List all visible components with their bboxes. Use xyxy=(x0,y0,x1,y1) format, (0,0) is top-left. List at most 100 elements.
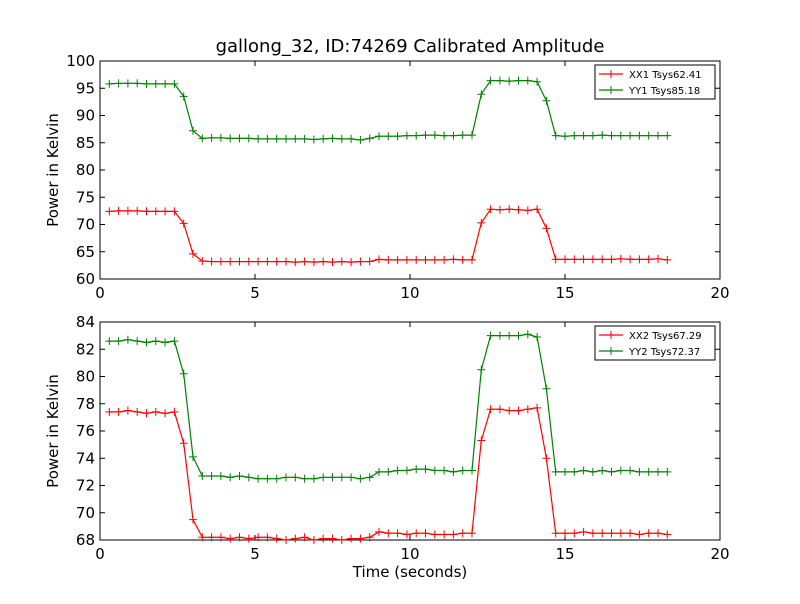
data-point-marker xyxy=(207,533,216,542)
data-point-marker xyxy=(105,207,114,216)
data-point-marker xyxy=(319,257,328,266)
data-point-marker xyxy=(282,134,290,143)
data-point-marker xyxy=(170,407,179,416)
data-point-marker xyxy=(458,529,467,538)
data-point-marker xyxy=(635,467,644,476)
data-point-marker xyxy=(663,530,672,539)
data-point-marker xyxy=(412,131,421,140)
y-tick-label: 70 xyxy=(76,504,95,522)
data-point-marker xyxy=(161,79,170,88)
data-point-marker xyxy=(607,529,616,538)
data-point-marker xyxy=(579,255,588,264)
legend-marker xyxy=(607,331,615,339)
legend-label: YY1 Tsys85.18 xyxy=(628,86,700,97)
data-point-marker xyxy=(616,254,625,263)
y-tick-label: 78 xyxy=(76,395,95,413)
x-tick-label: 5 xyxy=(250,545,260,563)
data-point-marker xyxy=(458,131,467,140)
data-point-marker xyxy=(468,131,476,140)
data-point-marker xyxy=(375,132,383,141)
data-point-marker xyxy=(179,219,188,228)
data-point-marker xyxy=(207,257,216,266)
data-point-marker xyxy=(216,533,225,542)
data-point-marker xyxy=(393,255,402,264)
legend-box xyxy=(594,64,716,100)
data-point-marker xyxy=(189,452,197,461)
x-tick-label: 0 xyxy=(95,284,105,302)
data-point-marker xyxy=(644,529,653,538)
x-axis-label: Time (seconds) xyxy=(352,563,468,581)
data-point-marker xyxy=(551,131,560,140)
data-point-marker xyxy=(235,257,244,266)
data-point-marker xyxy=(477,365,486,374)
data-point-marker xyxy=(598,131,607,140)
data-point-marker xyxy=(272,134,281,143)
data-point-marker xyxy=(151,407,160,416)
y-tick-label: 100 xyxy=(66,52,95,70)
x-tick-label: 15 xyxy=(555,545,574,563)
data-point-marker xyxy=(282,473,290,482)
data-point-marker xyxy=(654,467,662,476)
data-point-marker xyxy=(644,467,653,476)
data-point-marker xyxy=(607,255,616,264)
data-point-marker xyxy=(607,467,616,476)
data-point-marker xyxy=(291,534,300,543)
data-point-marker xyxy=(347,473,356,482)
data-point-marker xyxy=(356,257,365,266)
data-point-marker xyxy=(328,258,337,267)
subplot-2: 0 5 10 15 20 68 70 72 74 76 78 80 82 84 Power in Kelvi… xyxy=(44,313,730,581)
y-axis-label: Power in Kelvin xyxy=(44,113,62,227)
legend-box xyxy=(594,325,716,361)
data-point-marker xyxy=(402,131,411,140)
y-tick-label: 68 xyxy=(76,531,95,549)
data-point-marker xyxy=(319,134,328,143)
data-point-marker xyxy=(663,467,672,476)
data-point-marker xyxy=(179,369,188,378)
data-point-marker xyxy=(254,533,263,542)
data-point-marker xyxy=(161,409,170,418)
data-point-marker xyxy=(440,466,449,475)
data-point-marker xyxy=(430,466,439,475)
data-point-marker xyxy=(226,257,235,266)
data-point-marker xyxy=(486,405,495,414)
data-point-marker xyxy=(616,529,625,538)
data-point-marker xyxy=(468,466,476,475)
y-tick-label: 82 xyxy=(76,340,95,358)
data-point-marker xyxy=(365,533,374,542)
data-point-marker xyxy=(663,255,672,264)
data-point-marker xyxy=(207,133,216,142)
data-point-marker xyxy=(533,403,542,412)
x-tick-label: 0 xyxy=(95,545,105,563)
data-point-marker xyxy=(430,255,439,264)
data-point-marker xyxy=(356,534,365,543)
data-point-marker xyxy=(254,134,263,143)
data-point-marker xyxy=(468,529,476,538)
data-point-marker xyxy=(514,205,523,214)
data-point-marker xyxy=(542,224,551,233)
data-point-marker xyxy=(468,255,476,264)
data-point-marker xyxy=(337,257,346,266)
data-point-marker xyxy=(449,131,458,140)
data-point-marker xyxy=(588,467,597,476)
data-point-marker xyxy=(142,338,151,347)
data-point-marker xyxy=(328,534,337,543)
data-point-marker xyxy=(244,134,253,143)
data-point-marker xyxy=(123,406,132,415)
data-point-marker xyxy=(291,258,300,267)
data-point-marker xyxy=(282,536,290,544)
data-point-marker xyxy=(309,258,318,267)
data-point-marker xyxy=(207,471,216,480)
data-point-marker xyxy=(123,206,132,215)
data-point-marker xyxy=(347,534,356,543)
data-point-marker xyxy=(189,515,197,524)
data-point-marker xyxy=(626,131,635,140)
legend-marker xyxy=(607,347,615,355)
data-point-marker xyxy=(393,529,402,538)
data-point-marker xyxy=(654,131,662,140)
x-tick-label: 5 xyxy=(250,284,260,302)
data-point-marker xyxy=(263,257,272,266)
data-point-marker xyxy=(189,126,197,135)
data-point-marker xyxy=(588,529,597,538)
data-point-marker xyxy=(319,473,328,482)
